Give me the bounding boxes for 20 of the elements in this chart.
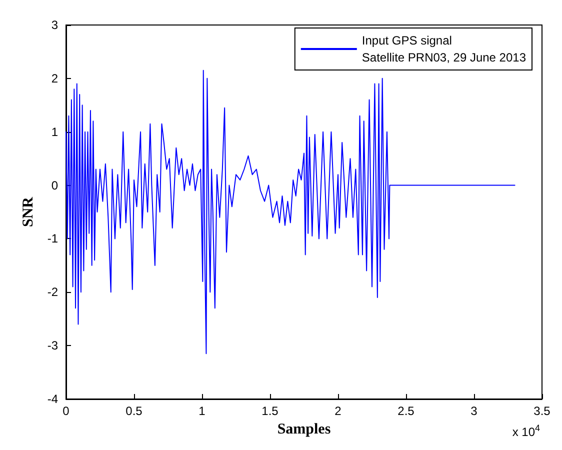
x-axis-title: Samples xyxy=(277,421,331,438)
y-tick-label: -1 xyxy=(47,232,58,246)
x-tick-label: 0 xyxy=(62,404,70,418)
x-tick-label: 1 xyxy=(198,404,206,418)
y-tick-label: 0 xyxy=(51,178,58,192)
x-tick-label: 3.5 xyxy=(534,404,551,418)
y-tick-label: 3 xyxy=(51,18,58,32)
y-tick-label: -4 xyxy=(47,392,58,406)
y-tick-label: 2 xyxy=(51,71,58,86)
x-tick-label: 0.5 xyxy=(126,404,143,418)
y-tick-label: -2 xyxy=(47,285,58,300)
y-tick-label: 1 xyxy=(51,124,58,139)
legend-label: Input GPS signal Satellite PRN03, 29 June 2013 xyxy=(362,34,526,64)
line-series xyxy=(66,70,516,354)
x-tick-label: 1.5 xyxy=(262,404,279,418)
x-tick-label: 2 xyxy=(334,404,342,418)
x-tick-label: 2.5 xyxy=(398,404,415,418)
x-tick-label: 3 xyxy=(470,404,478,418)
y-axis-title: SNR xyxy=(20,196,36,228)
y-tick-label: -3 xyxy=(47,338,58,353)
